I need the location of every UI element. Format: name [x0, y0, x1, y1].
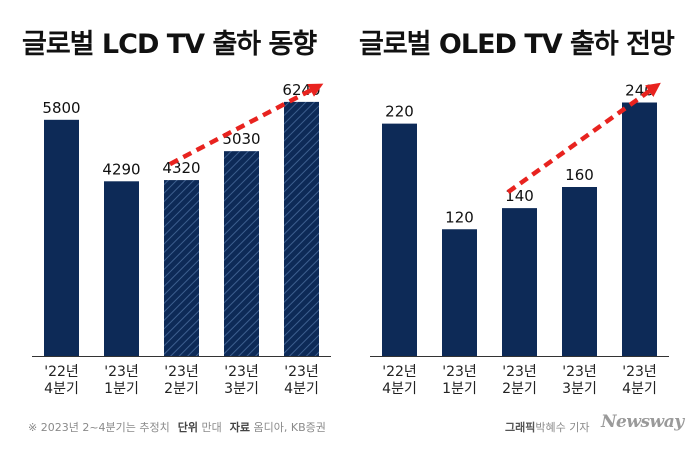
- x-tick-label: 4분기: [44, 381, 79, 397]
- source-value: 옴디아, KB증권: [253, 421, 326, 434]
- x-tick-label: 3분기: [562, 381, 597, 397]
- bar: [442, 229, 477, 356]
- x-tick-label: 4분기: [622, 381, 657, 397]
- data-label: 240: [625, 82, 654, 100]
- bar: [562, 187, 597, 356]
- x-tick-label: '23년: [164, 364, 199, 380]
- x-tick-label: 4분기: [284, 381, 319, 397]
- x-tick-label: 1분기: [442, 381, 477, 397]
- x-tick-label: '22년: [44, 364, 79, 380]
- unit-label: 단위: [177, 421, 199, 434]
- trend-arrow: [168, 83, 324, 167]
- data-label: 6240: [282, 81, 320, 99]
- data-label: 220: [385, 103, 414, 121]
- trend-arrow: [506, 82, 661, 194]
- bar-estimated: [224, 151, 259, 356]
- x-tick-label: 2분기: [164, 381, 199, 397]
- x-tick-label: 1분기: [104, 381, 139, 397]
- data-label: 4320: [162, 159, 200, 177]
- data-label: 4290: [102, 160, 140, 178]
- bar-estimated: [164, 180, 199, 356]
- estimate-note: ※ 2023년 2~4분기는 추정치: [28, 421, 170, 434]
- x-tick-label: 3분기: [224, 381, 259, 397]
- footer-note: ※ 2023년 2~4분기는 추정치 단위 만대 자료 옴디아, KB증권: [28, 419, 326, 435]
- chart-oled: 220'22년4분기120'23년1분기140'23년2분기160'23년3분기…: [370, 82, 669, 397]
- data-label: 5800: [42, 99, 80, 117]
- bar: [502, 208, 537, 356]
- newsway-logo: Newsway: [601, 412, 684, 432]
- unit-value: 만대: [201, 421, 222, 434]
- credit-label: 그래픽: [505, 421, 536, 434]
- x-tick-label: 2분기: [502, 381, 537, 397]
- chart-title-oled: 글로벌 OLED TV 출하 전망: [359, 29, 675, 60]
- data-label: 120: [445, 208, 474, 226]
- bar: [104, 181, 139, 356]
- data-label: 160: [565, 166, 594, 184]
- credit-value: 박혜수 기자: [535, 421, 590, 434]
- graphic-credit: 그래픽박혜수 기자: [505, 419, 589, 435]
- x-tick-label: '23년: [104, 364, 139, 380]
- x-tick-label: '23년: [284, 364, 319, 380]
- x-tick-label: 4분기: [382, 381, 417, 397]
- data-label: 5030: [222, 130, 260, 148]
- chart-title-lcd: 글로벌 LCD TV 출하 동향: [22, 29, 317, 60]
- x-tick-label: '23년: [442, 364, 477, 380]
- bar: [622, 102, 657, 356]
- x-tick-label: '23년: [502, 364, 537, 380]
- x-tick-label: '22년: [382, 364, 417, 380]
- x-tick-label: '23년: [562, 364, 597, 380]
- bar: [382, 123, 417, 356]
- bar-estimated: [284, 101, 319, 356]
- bar: [44, 119, 79, 357]
- chart-lcd: 5800'22년4분기4290'23년1분기4320'23년2분기5030'23…: [32, 81, 331, 397]
- x-tick-label: '23년: [224, 364, 259, 380]
- source-label: 자료: [229, 421, 251, 434]
- x-tick-label: '23년: [622, 364, 657, 380]
